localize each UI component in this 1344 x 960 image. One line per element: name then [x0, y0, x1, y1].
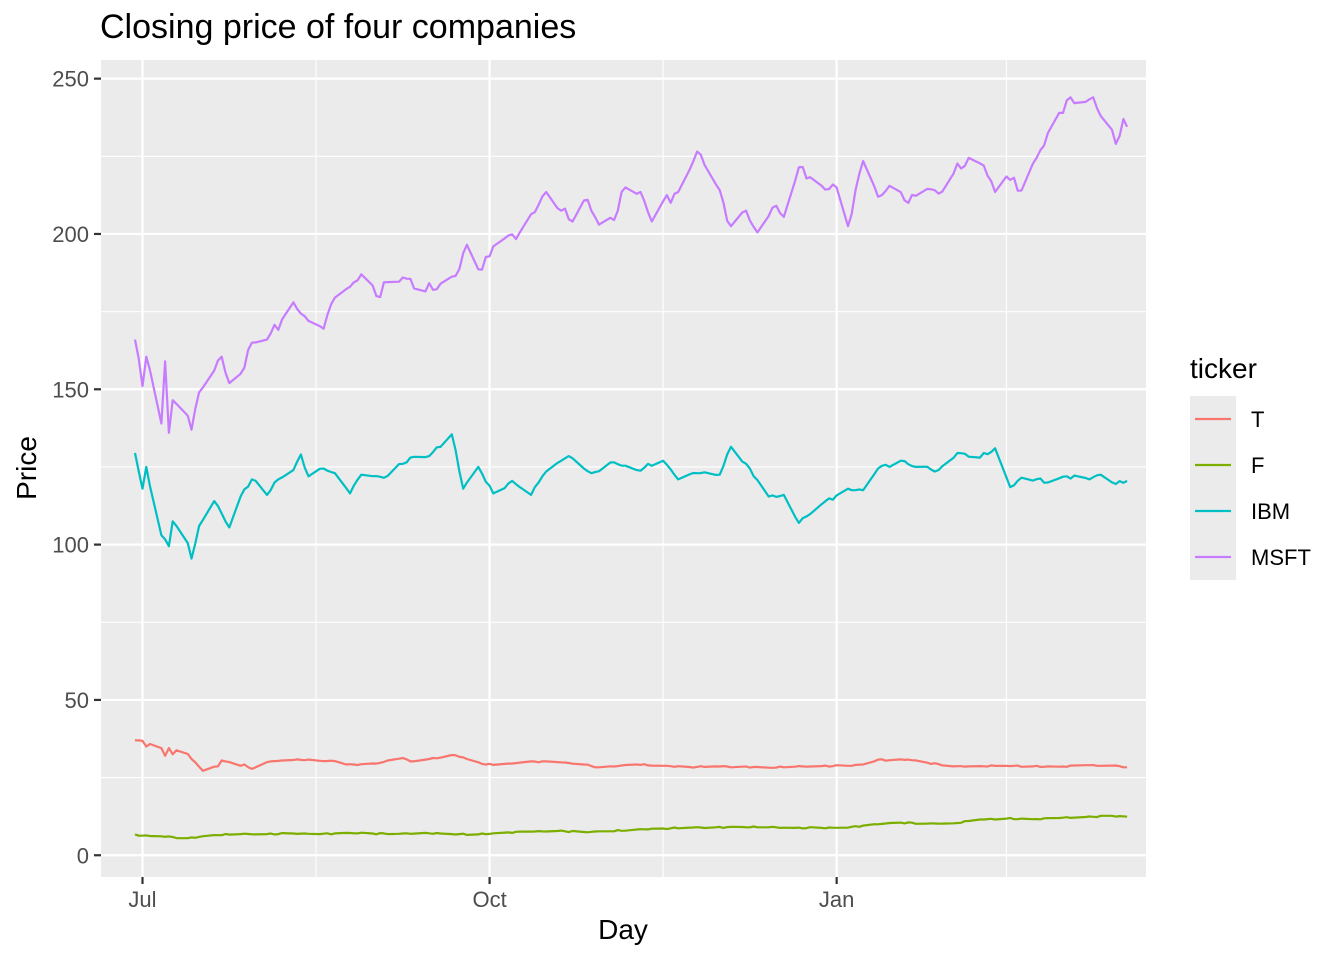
x-axis-title: Day: [598, 914, 648, 945]
y-tick-label: 150: [52, 377, 89, 402]
x-tick-label: Oct: [472, 887, 506, 912]
y-axis-title: Price: [11, 436, 42, 500]
legend-label-ibm: IBM: [1251, 499, 1290, 524]
x-axis: Jul Oct Jan: [128, 877, 854, 912]
legend-title: ticker: [1190, 353, 1257, 384]
x-tick-label: Jan: [819, 887, 854, 912]
y-tick-label: 50: [65, 688, 89, 713]
series-line-msft: [133, 96, 1129, 434]
y-tick-label: 200: [52, 222, 89, 247]
plot-panel: [101, 60, 1146, 877]
chart-title: Closing price of four companies: [100, 8, 576, 46]
series-line-ibm: [133, 433, 1128, 560]
y-axis: 0 50 100 150 200 250: [52, 67, 101, 868]
minor-gridlines: [101, 60, 1146, 877]
y-tick-label: 250: [52, 67, 89, 92]
legend-label-f: F: [1251, 453, 1264, 478]
y-tick-label: 100: [52, 533, 89, 558]
series-lines: [133, 96, 1129, 840]
legend-label-t: T: [1251, 407, 1264, 432]
x-tick-label: Jul: [128, 887, 156, 912]
y-tick-label: 0: [77, 843, 89, 868]
major-gridlines: [101, 60, 1146, 877]
legend-items: TF IBM MSFT: [1190, 396, 1311, 580]
legend-label-msft: MSFT: [1251, 545, 1311, 570]
series-line-t: [134, 739, 1128, 772]
series-line-f: [134, 814, 1128, 840]
legend: ticker TF IBM MSFT: [1190, 353, 1311, 580]
